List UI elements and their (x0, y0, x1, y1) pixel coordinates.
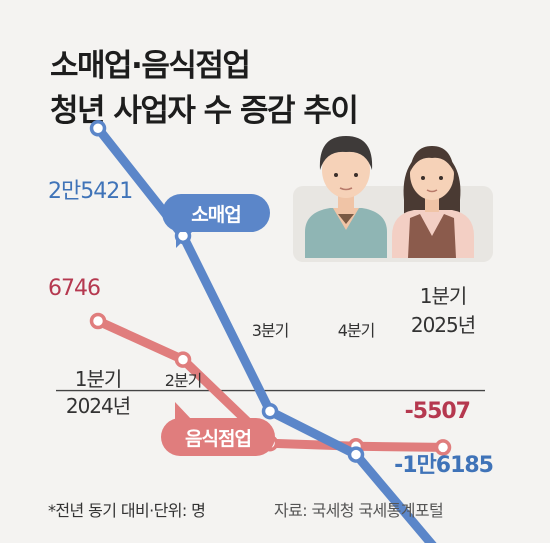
food-bubble-tail (175, 402, 192, 422)
retail-end-value: -1만6185 (394, 453, 493, 478)
man-figure-icon (305, 136, 387, 258)
retail-start-value: 2만5421 (48, 179, 132, 204)
food-start-value: 6746 (48, 276, 100, 301)
food-end-value: -5507 (405, 399, 470, 424)
x-label-3: 3분기 (252, 321, 289, 340)
retail-point-3 (261, 402, 279, 420)
food-point-1 (89, 312, 107, 330)
food-legend-bubble: 음식점업 (161, 418, 275, 456)
owners-illustration (293, 136, 493, 262)
labels-layer: 2만5421 6746 -5507 -1만6185 1분기 2024년 2분기 3분기 4분기 1… (48, 179, 494, 478)
x-label-5-quarter: 1분기 (420, 284, 467, 308)
x-label-4: 4분기 (338, 321, 375, 340)
x-label-1-year: 2024년 (66, 394, 130, 418)
x-label-2: 2분기 (165, 371, 202, 390)
woman-figure-icon (392, 146, 474, 258)
food-point-5 (434, 439, 452, 456)
x-label-1-quarter: 1분기 (75, 367, 122, 391)
retail-point-1 (89, 120, 107, 137)
retail-point-4 (347, 446, 365, 463)
x-label-5-year: 2025년 (411, 313, 475, 337)
food-point-2 (174, 351, 192, 368)
unit-footnote: *전년 동기 대비·단위: 명 (48, 501, 206, 520)
chart-title-line1: 소매업·음식점업 (50, 48, 251, 84)
source-note: 자료: 국세청 국세통계포털 (274, 501, 444, 520)
retail-legend-bubble: 소매업 (162, 194, 270, 232)
